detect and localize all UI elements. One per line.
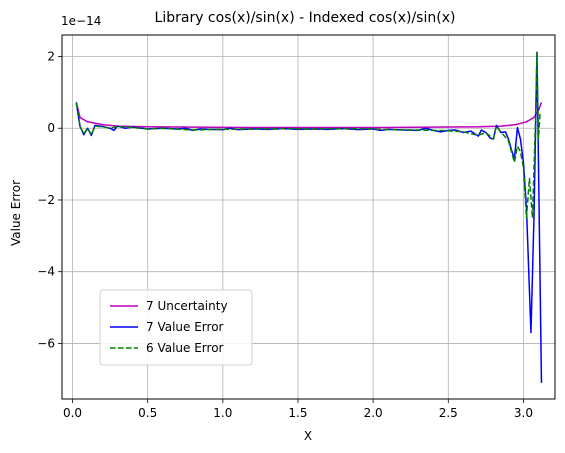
ticks: 0.0 0.5 1.0 1.5 2.0 2.5 3.0 2 0 −2 −4 −6 [37,50,533,420]
series-line-3 [75,51,541,219]
x-tick-label: 2.0 [364,406,383,420]
series-line-2 [75,51,543,383]
y-tick-label: −6 [37,336,55,350]
legend-label: 7 Uncertainty [146,299,228,313]
x-tick-label: 2.5 [439,406,458,420]
y-offset-text: 1e−14 [61,14,101,28]
x-tick-label: 0.0 [63,406,82,420]
legend-label: 6 Value Error [146,341,224,355]
y-tick-label: −2 [37,193,55,207]
x-tick-label: 0.5 [138,406,157,420]
series-line-1 [75,102,543,129]
chart-title: Library cos(x)/sin(x) - Indexed cos(x)/s… [155,10,456,26]
x-tick-label: 1.0 [213,406,232,420]
y-tick-label: −4 [37,265,55,279]
x-axis-label: X [304,429,312,443]
x-tick-label: 1.5 [288,406,307,420]
legend: 7 Uncertainty 7 Value Error 6 Value Error [99,289,253,366]
y-axis-label: Value Error [9,180,23,246]
legend-label: 7 Value Error [146,320,224,334]
y-tick-label: 2 [47,50,55,64]
plot-frame [61,34,556,400]
legend-box [99,289,253,366]
series-layer [75,51,543,383]
x-tick-label: 3.0 [514,406,533,420]
y-tick-label: 0 [47,121,55,135]
